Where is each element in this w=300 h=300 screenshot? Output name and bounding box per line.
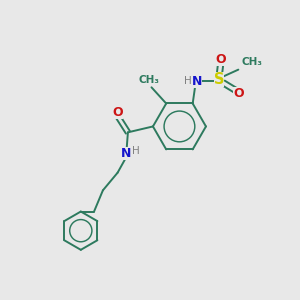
Text: N: N xyxy=(121,147,132,160)
Text: S: S xyxy=(214,72,224,87)
Text: N: N xyxy=(192,75,202,88)
Text: O: O xyxy=(233,87,244,100)
Text: H: H xyxy=(184,76,191,86)
Text: H: H xyxy=(132,146,140,157)
Text: O: O xyxy=(215,53,226,66)
Text: CH₃: CH₃ xyxy=(138,75,159,85)
Text: CH₃: CH₃ xyxy=(241,57,262,67)
Text: O: O xyxy=(112,106,123,119)
